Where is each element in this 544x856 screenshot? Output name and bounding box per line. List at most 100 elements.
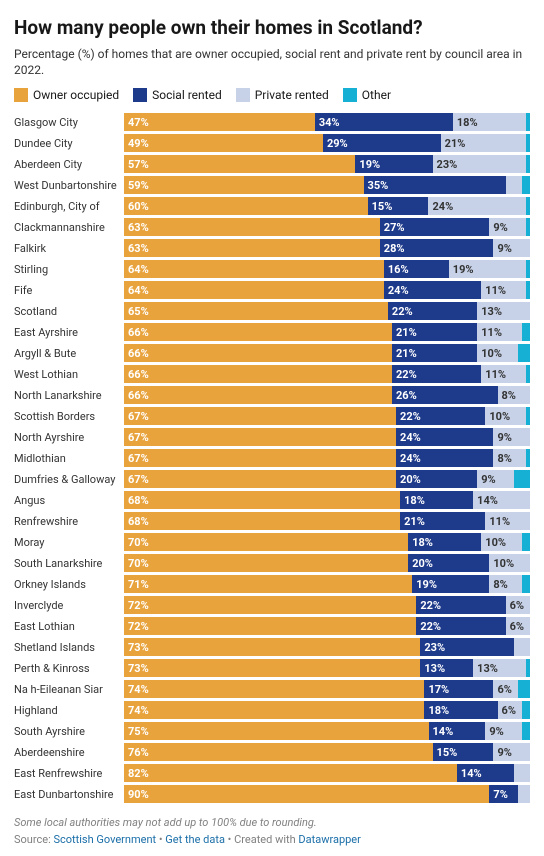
table-row: East Renfrewshire82%14% [14,763,530,783]
bar-segment: 15% [368,197,429,215]
table-row: Perth & Kinross73%13%13% [14,658,530,678]
row-label: Moray [14,536,124,549]
stacked-bar: 74%18%6% [124,701,530,719]
bar-segment [522,533,530,551]
stacked-bar-chart: Glasgow City47%34%18%Dundee City49%29%21… [14,112,530,804]
stacked-bar: 75%14%9% [124,722,530,740]
stacked-bar: 68%21%11% [124,512,530,530]
stacked-bar: 64%16%19% [124,260,530,278]
chart-notes: Some local authorities may not add up to… [14,816,530,829]
stacked-bar: 74%17%6% [124,680,530,698]
row-label: East Dunbartonshire [14,788,124,801]
legend-item: Private rented [236,88,329,102]
row-label: Shetland Islands [14,641,124,654]
stacked-bar: 60%15%24% [124,197,530,215]
bar-segment: 66% [124,323,392,341]
bar-segment: 18% [400,491,473,509]
row-label: Glasgow City [14,116,124,129]
bar-segment: 75% [124,722,429,740]
legend-item: Social rented [133,88,222,102]
row-label: Renfrewshire [14,515,124,528]
bar-segment: 18% [408,533,481,551]
bar-segment: 57% [124,155,355,173]
stacked-bar: 73%23% [124,638,530,656]
table-row: Inverclyde72%22%6% [14,595,530,615]
bar-segment: 47% [124,113,315,131]
bar-segment: 67% [124,470,396,488]
stacked-bar: 57%19%23% [124,155,530,173]
bar-segment: 14% [457,764,514,782]
bar-segment: 29% [323,134,441,152]
row-label: Dundee City [14,137,124,150]
row-label: East Renfrewshire [14,767,124,780]
bar-segment: 13% [477,302,530,320]
bar-segment: 14% [429,722,486,740]
bar-segment: 26% [392,386,498,404]
bar-segment: 18% [424,701,497,719]
source-link-dw[interactable]: Datawrapper [298,833,360,846]
bar-segment: 10% [485,407,526,425]
bar-segment [526,365,530,383]
row-label: Stirling [14,263,124,276]
table-row: Scotland65%22%13% [14,301,530,321]
stacked-bar: 66%21%11% [124,323,530,341]
bar-segment: 11% [481,281,526,299]
table-row: Fife64%24%11% [14,280,530,300]
bar-segment [514,470,530,488]
chart-title: How many people own their homes in Scotl… [14,16,530,40]
row-label: Orkney Islands [14,578,124,591]
bar-segment [526,218,530,236]
source-sep: • Created with [225,833,298,846]
table-row: Na h-Eileanan Siar74%17%6% [14,679,530,699]
stacked-bar: 70%20%10% [124,554,530,572]
row-label: Fife [14,284,124,297]
stacked-bar: 72%22%6% [124,596,530,614]
stacked-bar: 90%7% [124,785,530,803]
bar-segment: 66% [124,365,392,383]
bar-segment [518,344,530,362]
bar-segment: 68% [124,491,400,509]
legend-swatch [133,88,147,102]
row-label: Argyll & Bute [14,347,124,360]
row-label: East Lothian [14,620,124,633]
bar-segment: 34% [315,113,453,131]
table-row: South Lanarkshire70%20%10% [14,553,530,573]
bar-segment: 9% [493,428,530,446]
bar-segment: 20% [408,554,489,572]
bar-segment: 70% [124,554,408,572]
row-label: Edinburgh, City of [14,200,124,213]
table-row: Orkney Islands71%19%8% [14,574,530,594]
bar-segment: 23% [433,155,526,173]
bar-segment: 6% [493,680,517,698]
bar-segment [518,785,530,803]
stacked-bar: 82%14% [124,764,530,782]
row-label: Scottish Borders [14,410,124,423]
bar-segment: 22% [392,365,481,383]
stacked-bar: 59%35% [124,176,530,194]
bar-segment: 63% [124,239,380,257]
table-row: Midlothian67%24%8% [14,448,530,468]
bar-segment: 72% [124,596,416,614]
bar-segment: 21% [441,134,526,152]
source-link-gov[interactable]: Scottish Government [53,833,156,846]
row-label: Angus [14,494,124,507]
bar-segment: 22% [396,407,485,425]
bar-segment: 64% [124,260,384,278]
source-link-data[interactable]: Get the data [165,833,225,846]
legend-item: Owner occupied [14,88,119,102]
table-row: Dumfries & Galloway67%20%9% [14,469,530,489]
stacked-bar: 73%13%13% [124,659,530,677]
table-row: East Dunbartonshire90%7% [14,784,530,804]
bar-segment: 11% [485,512,530,530]
bar-segment [526,113,530,131]
chart-subtitle: Percentage (%) of homes that are owner o… [14,46,530,78]
bar-segment: 13% [420,659,473,677]
bar-segment: 19% [412,575,489,593]
bar-segment [526,449,530,467]
bar-segment: 60% [124,197,368,215]
table-row: Stirling64%16%19% [14,259,530,279]
bar-segment: 68% [124,512,400,530]
table-row: Edinburgh, City of60%15%24% [14,196,530,216]
row-label: West Lothian [14,368,124,381]
stacked-bar: 68%18%14% [124,491,530,509]
